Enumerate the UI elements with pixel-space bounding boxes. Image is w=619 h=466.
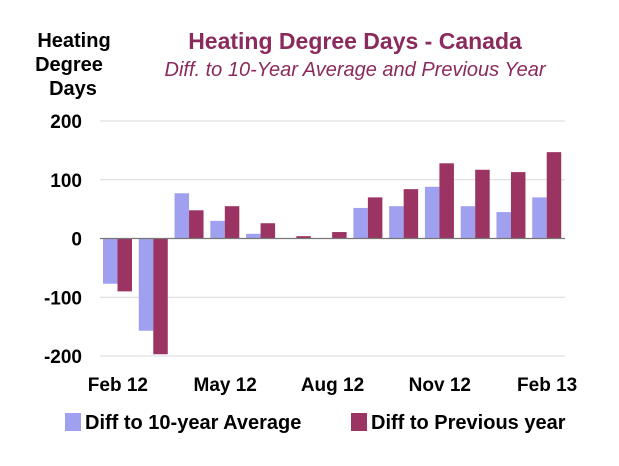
bar-prev	[546, 152, 562, 239]
legend-swatch-avg	[65, 413, 81, 431]
bar-prev	[439, 163, 454, 239]
bar-prev	[224, 206, 240, 239]
bar-avg	[210, 220, 225, 239]
legend-label-prev: Diff to Previous year	[371, 412, 566, 434]
y-tick-label: 100	[50, 171, 82, 192]
bar-prev	[367, 197, 383, 239]
bar-avg	[532, 197, 547, 239]
bar-avg	[138, 238, 154, 331]
bar-avg	[353, 207, 368, 239]
y-axis-ticks: 200 100 0 -100 -200	[44, 112, 82, 368]
x-tick-label: May 12	[194, 375, 257, 396]
y-tick-label: 200	[50, 112, 82, 133]
bar-prev	[475, 169, 490, 239]
bar-avg	[496, 212, 511, 239]
x-tick-label: Feb 12	[88, 375, 148, 396]
x-axis-ticks: Feb 12 May 12 Aug 12 Nov 12 Feb 13	[88, 375, 577, 396]
legend-label-avg: Diff to 10-year Average	[85, 412, 301, 434]
bar-prev	[153, 238, 168, 355]
bar-avg	[246, 233, 261, 239]
y-axis-label: Heating Degree Days	[35, 30, 111, 100]
bar-prev	[117, 238, 132, 292]
bar-prev	[189, 210, 204, 239]
bar-prev	[260, 223, 276, 239]
legend: Diff to 10-year Average Diff to Previous…	[65, 412, 566, 434]
y-axis-label-line-2: Degree	[35, 54, 103, 76]
y-tick-label: -200	[44, 347, 82, 368]
bar-prev	[332, 232, 347, 239]
legend-swatch-prev	[351, 413, 367, 431]
bar-avg	[460, 206, 476, 239]
chart-subtitle: Diff. to 10-Year Average and Previous Ye…	[165, 59, 547, 81]
y-tick-label: 0	[71, 230, 82, 251]
x-tick-label: Feb 13	[517, 375, 577, 396]
bar-avg	[424, 186, 440, 239]
chart-title: Heating Degree Days - Canada	[188, 28, 522, 54]
bar-avg	[103, 238, 118, 284]
x-tick-label: Nov 12	[409, 375, 471, 396]
bars	[103, 152, 562, 355]
bar-prev	[403, 189, 419, 239]
y-tick-label: -100	[44, 288, 82, 309]
y-axis-label-line-3: Days	[49, 78, 97, 100]
bar-avg	[174, 193, 190, 239]
bar-prev	[296, 236, 311, 239]
x-tick-label: Aug 12	[301, 375, 364, 396]
bar-prev	[510, 172, 526, 239]
y-axis-label-line-1: Heating	[37, 30, 110, 52]
bar-avg	[389, 206, 404, 239]
